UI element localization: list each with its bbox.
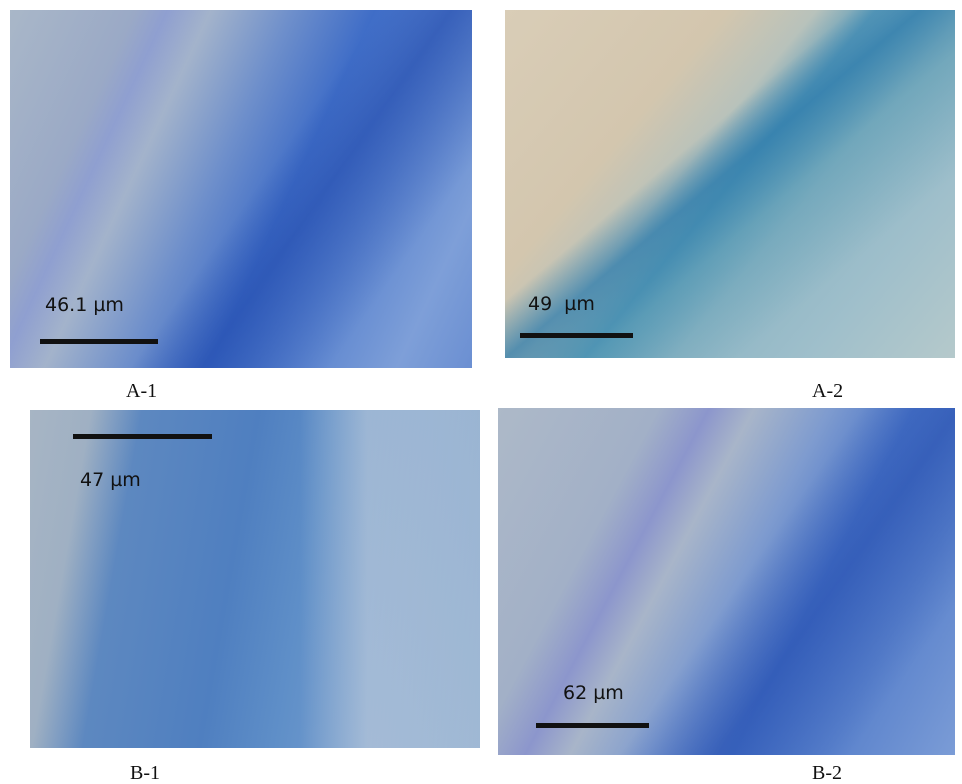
micrograph (10, 10, 472, 368)
micrograph (30, 410, 480, 748)
panel-label: A-1 (126, 380, 158, 402)
scale-bar (73, 434, 212, 439)
micrograph (498, 408, 955, 755)
panel-label: A-2 (812, 380, 844, 402)
scale-label: 47 µm (80, 469, 141, 491)
panel-label: B-2 (812, 762, 842, 784)
panel-label: B-1 (130, 762, 160, 784)
scale-label: 62 µm (563, 682, 624, 704)
scale-bar (520, 333, 633, 338)
scale-label: 46.1 µm (45, 294, 124, 316)
scale-bar (40, 339, 158, 344)
micrograph (505, 10, 955, 358)
scale-label: 49 µm (528, 293, 595, 315)
scale-bar (536, 723, 649, 728)
